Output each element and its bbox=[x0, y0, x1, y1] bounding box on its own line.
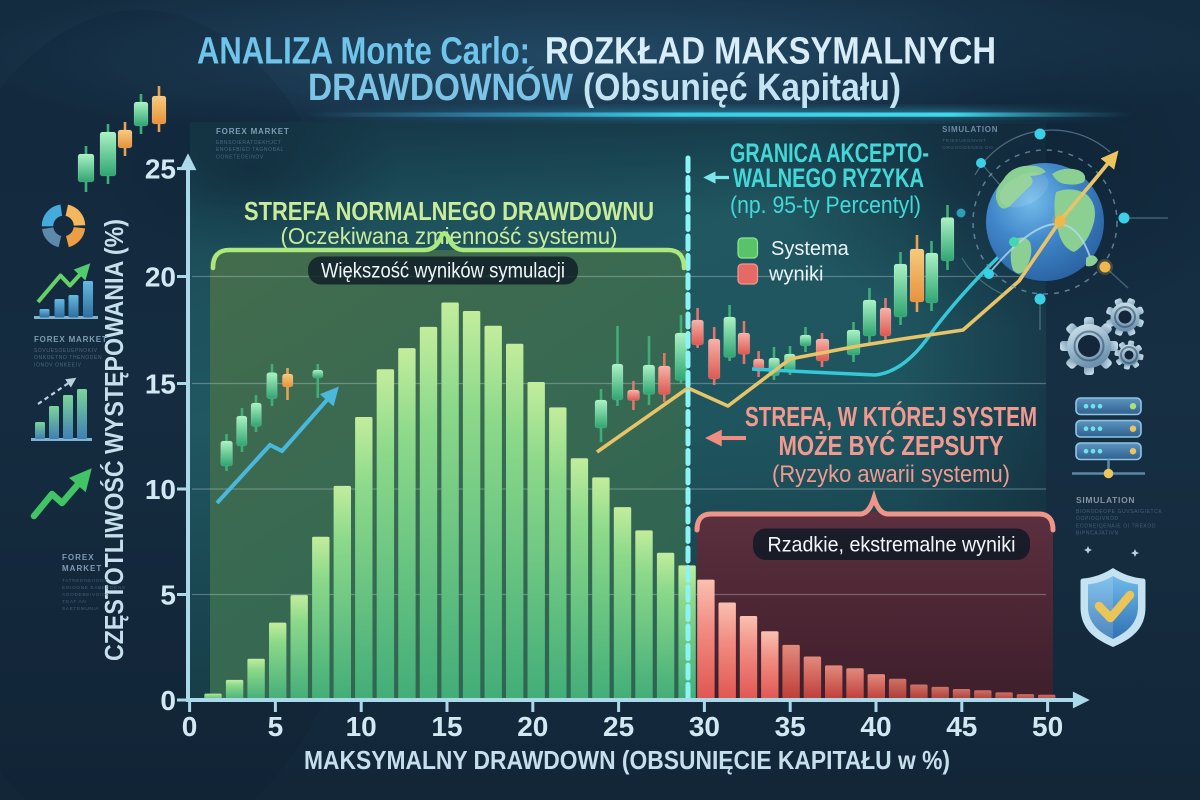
svg-text:ANALIZA Monte Carlo:ROZKŁAD MA: ANALIZA Monte Carlo: ROZKŁAD MAKSYMALNYCH bbox=[197, 31, 996, 73]
svg-text:45: 45 bbox=[946, 711, 977, 742]
svg-text:CZĘSTOTLIWOŚĆ WYSTĘPOWANIA (%): CZĘSTOTLIWOŚĆ WYSTĘPOWANIA (%) bbox=[99, 219, 129, 661]
svg-text:(Ryzyko awarii systemu): (Ryzyko awarii systemu) bbox=[772, 461, 1010, 488]
svg-text:wyniki: wyniki bbox=[768, 264, 823, 286]
svg-text:15: 15 bbox=[145, 369, 176, 400]
svg-text:BIORODEOPE GUVSAIGIETCK: BIORODEOPE GUVSAIGIETCK bbox=[1076, 509, 1162, 515]
svg-text:10: 10 bbox=[145, 474, 176, 505]
svg-text:SOVUESOEUEPNOKIV: SOVUESOEUEPNOKIV bbox=[34, 348, 98, 354]
svg-text:GRANICA AKCEPTO-: GRANICA AKCEPTO- bbox=[730, 138, 929, 168]
svg-text:FOREX MARKET: FOREX MARKET bbox=[34, 335, 108, 344]
svg-text:SAETEMUNIA: SAETEMUNIA bbox=[62, 606, 99, 612]
svg-text:MARKET: MARKET bbox=[62, 564, 102, 573]
svg-text:SIMULATION: SIMULATION bbox=[942, 125, 998, 134]
svg-text:5: 5 bbox=[160, 580, 176, 611]
svg-text:0: 0 bbox=[160, 685, 176, 716]
svg-text:10: 10 bbox=[346, 711, 377, 742]
svg-text:40: 40 bbox=[860, 711, 891, 742]
svg-text:Większość wyników symulacji: Większość wyników symulacji bbox=[321, 259, 565, 283]
svg-text:AGODEBEIVOIOC: AGODEBEIVOIOC bbox=[62, 592, 110, 598]
svg-text:TGAT AN: TGAT AN bbox=[62, 599, 86, 605]
svg-text:EOIOGNE EABEODENS: EOIOGNE EABEODENS bbox=[62, 585, 126, 591]
svg-text:20: 20 bbox=[145, 262, 176, 293]
svg-text:EODNEIQENAIE OI TREKOD: EODNEIQENAIE OI TREKOD bbox=[1076, 523, 1156, 529]
svg-text:25: 25 bbox=[603, 711, 634, 742]
svg-text:20: 20 bbox=[517, 711, 548, 742]
svg-text:STREFA, W KTÓREJ SYSTEM: STREFA, W KTÓREJ SYSTEM bbox=[745, 401, 1037, 432]
svg-text:TRIEKUEGNVNT: TRIEKUEGNVNT bbox=[942, 138, 987, 144]
svg-text:35: 35 bbox=[775, 711, 806, 742]
svg-text:SIMULATION: SIMULATION bbox=[1076, 495, 1135, 505]
svg-text:ORGOODENEN DO: ORGOODENEN DO bbox=[942, 145, 994, 151]
svg-text:ENOEFBIED TAGNOBAL: ENOEFBIED TAGNOBAL bbox=[216, 147, 284, 153]
svg-text:25: 25 bbox=[145, 154, 176, 185]
svg-text:TATNEDNEIIONT: TATNEDNEIIONT bbox=[62, 578, 108, 584]
svg-text:15: 15 bbox=[431, 711, 462, 742]
svg-text:BIPNCAJATIVN: BIPNCAJATIVN bbox=[1076, 531, 1119, 537]
svg-text:WALNEGO RYZYKA: WALNEGO RYZYKA bbox=[733, 163, 924, 193]
svg-text:50: 50 bbox=[1032, 711, 1063, 742]
svg-text:EBNSOIERATOEKHJCT: EBNSOIERATOEKHJCT bbox=[216, 140, 281, 146]
svg-text:FOREX: FOREX bbox=[62, 553, 95, 562]
svg-text:30: 30 bbox=[689, 711, 720, 742]
svg-text:STREFA NORMALNEGO DRAWDOWNU: STREFA NORMALNEGO DRAWDOWNU bbox=[244, 196, 654, 226]
svg-text:ONKOETNO THENODEN: ONKOETNO THENODEN bbox=[34, 355, 102, 361]
svg-text:Rzadkie, ekstremalne wyniki: Rzadkie, ekstremalne wyniki bbox=[768, 533, 1016, 557]
svg-text:IONOV ONKEEIV: IONOV ONKEEIV bbox=[34, 362, 82, 368]
svg-text:MAKSYMALNY DRAWDOWN (OBSUNIĘCI: MAKSYMALNY DRAWDOWN (OBSUNIĘCIE KAPITAŁU… bbox=[304, 745, 950, 775]
svg-text:FOREX MARKET: FOREX MARKET bbox=[216, 127, 290, 136]
svg-text:5: 5 bbox=[268, 711, 284, 742]
svg-text:Systema: Systema bbox=[771, 238, 850, 260]
svg-text:MOŻE BYĆ ZEPSUTY: MOŻE BYĆ ZEPSUTY bbox=[779, 430, 1004, 461]
svg-text:0: 0 bbox=[182, 711, 198, 742]
svg-text:OOPIOGIVNOD: OOPIOGIVNOD bbox=[1076, 516, 1119, 522]
svg-text:DRAWDOWNÓW(Obsunięć Kapitału): DRAWDOWNÓW(Obsunięć Kapitału) bbox=[308, 65, 901, 109]
svg-text:(np. 95-ty Percentyl): (np. 95-ty Percentyl) bbox=[730, 192, 921, 219]
svg-text:OONETEOEINOV: OONETEOEINOV bbox=[216, 154, 264, 160]
